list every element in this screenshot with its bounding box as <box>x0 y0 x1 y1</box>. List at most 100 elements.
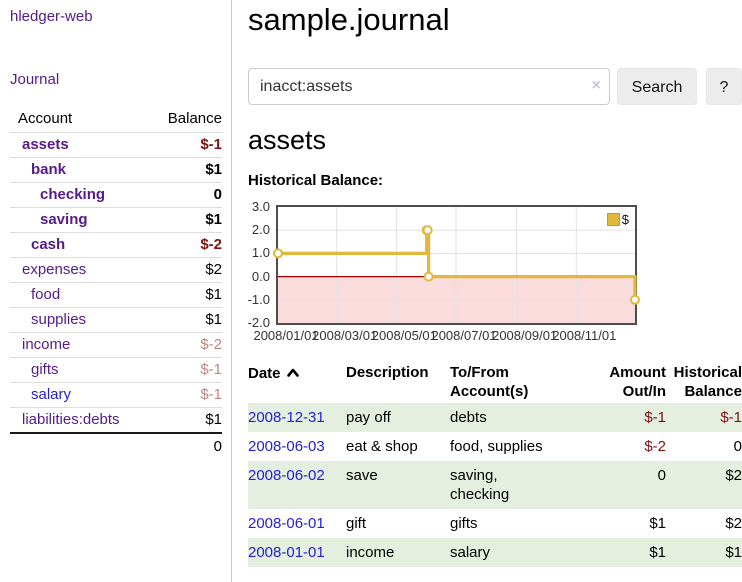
transaction-amount: $-1 <box>644 409 666 426</box>
account-row: liabilities:debts $1 <box>10 407 222 434</box>
clear-search-icon[interactable]: × <box>591 77 601 94</box>
transaction-date-link[interactable]: 2008-06-03 <box>248 438 325 455</box>
register-row: 2008-01-01 income salary $1 $1 <box>248 538 742 567</box>
transaction-amount: 0 <box>657 467 666 484</box>
transaction-description: pay off <box>346 409 391 426</box>
transaction-amount: $-2 <box>644 438 666 455</box>
account-balance: $-2 <box>145 232 222 258</box>
account-balance: $2 <box>145 257 222 283</box>
account-balance: $-1 <box>145 382 222 408</box>
legend-swatch-icon <box>606 213 620 226</box>
column-header-balance[interactable]: Historical Balance <box>673 364 742 400</box>
x-axis-tick-label: 2008/01/01 <box>253 328 319 343</box>
account-link[interactable]: supplies <box>31 311 87 328</box>
transaction-description: income <box>346 544 395 561</box>
y-axis-tick-label: 2.0 <box>251 222 270 238</box>
account-title: assets <box>248 125 327 155</box>
account-balance: $1 <box>145 282 222 308</box>
chart-legend: $ <box>604 211 631 228</box>
account-balance: $1 <box>145 207 222 233</box>
transaction-balance: 0 <box>733 438 742 455</box>
transaction-description: save <box>346 467 378 484</box>
account-balance: $1 <box>145 157 222 183</box>
app-brand-link[interactable]: hledger-web <box>10 8 93 25</box>
account-row: salary $-1 <box>10 382 222 408</box>
legend-label: $ <box>621 212 629 227</box>
x-axis-tick-label: 2008/05/01 <box>371 328 437 343</box>
sort-ascending-icon <box>286 363 299 382</box>
transaction-balance: $-1 <box>720 409 742 426</box>
transaction-balance: $2 <box>725 467 742 484</box>
chart-plot-area: $ <box>273 205 640 325</box>
transaction-accounts: debts <box>450 409 487 426</box>
account-link[interactable]: expenses <box>22 261 87 278</box>
account-link[interactable]: saving <box>40 211 88 228</box>
sidebar-item-journal[interactable]: Journal <box>10 71 60 88</box>
column-header-date[interactable]: Date <box>248 361 346 403</box>
transaction-accounts: food, supplies <box>450 438 543 455</box>
y-axis-tick-label: 3.0 <box>251 199 270 214</box>
account-row: supplies $1 <box>10 307 222 333</box>
transaction-amount: $1 <box>649 544 666 561</box>
transaction-date-link[interactable]: 2008-06-01 <box>248 515 325 532</box>
account-link[interactable]: salary <box>31 386 72 403</box>
transaction-description: gift <box>346 515 367 532</box>
column-header-accounts[interactable]: To/From Account(s) <box>450 364 529 400</box>
y-axis-tick-label: 1.0 <box>251 245 270 261</box>
y-axis-tick-label: 0.0 <box>251 268 270 284</box>
account-balance: $-2 <box>145 332 222 358</box>
register-row: 2008-06-02 save saving, checking 0 $2 <box>248 461 742 509</box>
account-row: saving $1 <box>10 207 222 233</box>
register-table: Date Description To/From Account(s) Amou… <box>248 361 742 567</box>
search-input[interactable] <box>248 68 610 105</box>
account-row: expenses $2 <box>10 257 222 283</box>
accounts-header-balance: Balance <box>145 106 222 133</box>
transaction-balance: $1 <box>725 544 742 561</box>
transaction-date-link[interactable]: 2008-01-01 <box>248 544 325 561</box>
transaction-amount: $1 <box>649 515 666 532</box>
help-button[interactable]: ? <box>706 68 742 105</box>
transaction-accounts: salary <box>450 544 491 561</box>
x-axis-tick-label: 2008/07/01 <box>431 328 497 343</box>
account-link[interactable]: gifts <box>31 361 59 378</box>
accounts-total-row: 0 <box>10 433 222 459</box>
chart-heading: Historical Balance: <box>248 172 384 189</box>
account-balance: $-1 <box>145 132 222 158</box>
account-link[interactable]: bank <box>31 161 67 178</box>
account-link[interactable]: checking <box>40 186 106 203</box>
accounts-total-value: 0 <box>213 438 222 455</box>
transaction-date-link[interactable]: 2008-12-31 <box>248 409 325 426</box>
account-row: income $-2 <box>10 332 222 358</box>
account-balance: $1 <box>145 407 222 434</box>
account-link[interactable]: liabilities:debts <box>22 411 120 428</box>
register-row: 2008-06-03 eat & shop food, supplies $-2… <box>248 432 742 461</box>
account-row: food $1 <box>10 282 222 308</box>
transaction-accounts: gifts <box>450 515 478 532</box>
account-row: bank $1 <box>10 157 222 183</box>
transaction-date-link[interactable]: 2008-06-02 <box>248 467 325 484</box>
account-link[interactable]: assets <box>22 136 69 153</box>
account-link[interactable]: cash <box>31 236 66 253</box>
account-balance: $-1 <box>145 357 222 383</box>
account-link[interactable]: income <box>22 336 71 353</box>
register-header-row: Date Description To/From Account(s) Amou… <box>248 361 742 403</box>
account-balance: 0 <box>145 182 222 208</box>
account-row: assets $-1 <box>10 132 222 158</box>
account-link[interactable]: food <box>31 286 61 303</box>
y-axis-tick-label: -2.0 <box>247 315 270 330</box>
accounts-header-account: Account <box>10 106 146 133</box>
x-axis-tick-label: 2008/09/01 <box>492 328 558 343</box>
account-row: gifts $-1 <box>10 357 222 383</box>
account-balance: $1 <box>145 307 222 333</box>
chart-canvas <box>273 207 640 323</box>
search-button[interactable]: Search <box>617 68 697 105</box>
transaction-balance: $2 <box>725 515 742 532</box>
transaction-description: eat & shop <box>346 438 418 455</box>
column-header-description[interactable]: Description <box>346 364 429 381</box>
register-row: 2008-12-31 pay off debts $-1 $-1 <box>248 403 742 432</box>
transaction-accounts: saving, checking <box>450 467 510 503</box>
column-header-amount[interactable]: Amount Out/In <box>609 364 666 400</box>
x-axis-tick-label: 2008/03/01 <box>312 328 378 343</box>
historical-balance-chart: $ 3.0 2.0 1.0 0.0 -1.0 -2.0 2008/01/01 2008/03/… <box>248 199 742 347</box>
account-row: checking 0 <box>10 182 222 208</box>
